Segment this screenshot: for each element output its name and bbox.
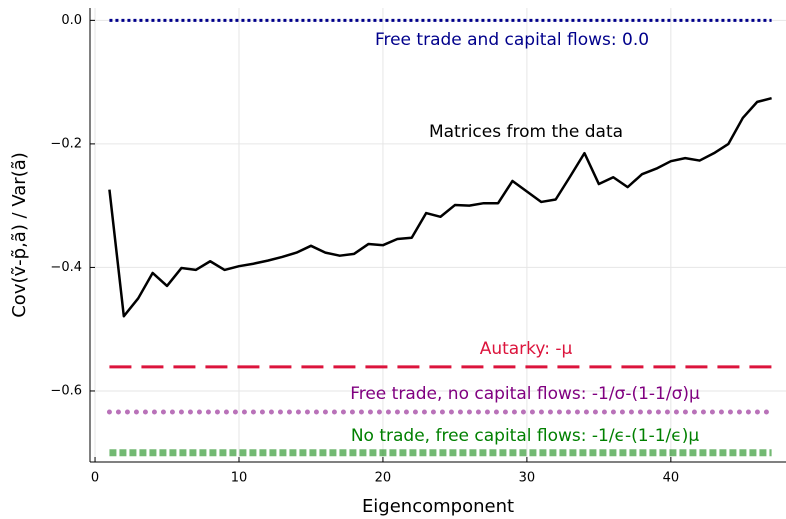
y-tick-label: 0.0 xyxy=(61,13,82,28)
y-axis-label: Cov(ṽ-p̃,ã) / Var(ã) xyxy=(9,152,30,318)
x-tick-label: 40 xyxy=(663,471,680,486)
data-line xyxy=(108,96,772,318)
x-tick-label: 0 xyxy=(91,471,99,486)
annotation: Autarky: -μ xyxy=(480,339,573,359)
x-axis-label: Eigencomponent xyxy=(362,496,514,517)
x-tick-label: 10 xyxy=(231,471,248,486)
y-tick-label: −0.6 xyxy=(50,383,82,398)
x-tick-label: 30 xyxy=(519,471,536,486)
y-tick-label: −0.4 xyxy=(50,260,82,275)
y-tick-label: −0.2 xyxy=(50,136,82,151)
annotation: Matrices from the data xyxy=(429,122,623,142)
annotation: Free trade and capital flows: 0.0 xyxy=(375,30,649,50)
annotation: No trade, free capital flows: -1/ϵ-(1-1/… xyxy=(351,426,700,446)
annotation: Free trade, no capital flows: -1/σ-(1-1/… xyxy=(350,384,700,404)
x-tick-label: 20 xyxy=(375,471,392,486)
